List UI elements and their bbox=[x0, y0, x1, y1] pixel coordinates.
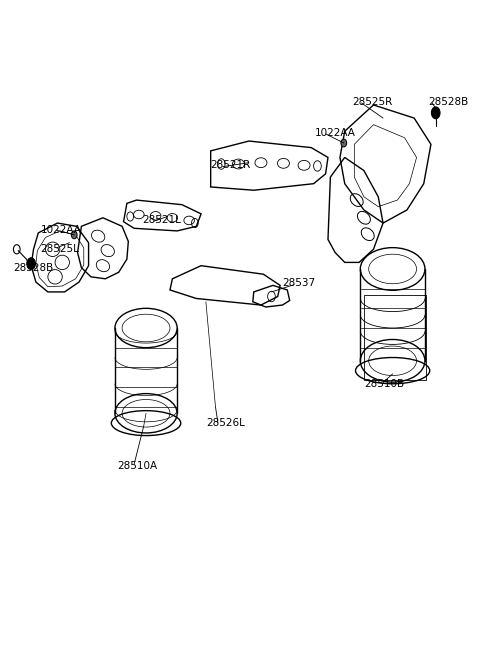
Text: 28510A: 28510A bbox=[117, 461, 157, 471]
Text: 28510B: 28510B bbox=[364, 379, 404, 389]
Text: 28521L: 28521L bbox=[143, 215, 181, 225]
Text: 28528B: 28528B bbox=[13, 262, 54, 273]
Circle shape bbox=[432, 107, 440, 119]
Text: 28521R: 28521R bbox=[211, 160, 251, 171]
Text: 28525R: 28525R bbox=[352, 96, 392, 107]
Circle shape bbox=[27, 258, 36, 270]
Text: 1022AA: 1022AA bbox=[41, 224, 82, 235]
Text: 28525L: 28525L bbox=[41, 244, 80, 255]
Text: 1022AA: 1022AA bbox=[315, 127, 356, 138]
Text: 28526L: 28526L bbox=[206, 418, 245, 428]
Text: 28528B: 28528B bbox=[429, 96, 469, 107]
Text: 28537: 28537 bbox=[283, 278, 316, 289]
Bar bbox=[364, 295, 426, 380]
Circle shape bbox=[72, 231, 77, 239]
Circle shape bbox=[341, 139, 347, 147]
